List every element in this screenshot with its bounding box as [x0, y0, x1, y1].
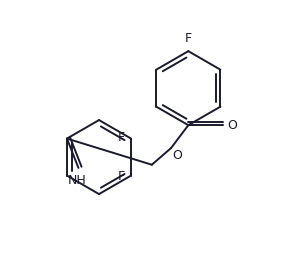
- Text: O: O: [227, 119, 237, 132]
- Text: F: F: [185, 32, 192, 45]
- Text: O: O: [172, 149, 182, 163]
- Text: F: F: [117, 131, 125, 144]
- Text: F: F: [117, 170, 125, 183]
- Text: NH: NH: [68, 174, 86, 187]
